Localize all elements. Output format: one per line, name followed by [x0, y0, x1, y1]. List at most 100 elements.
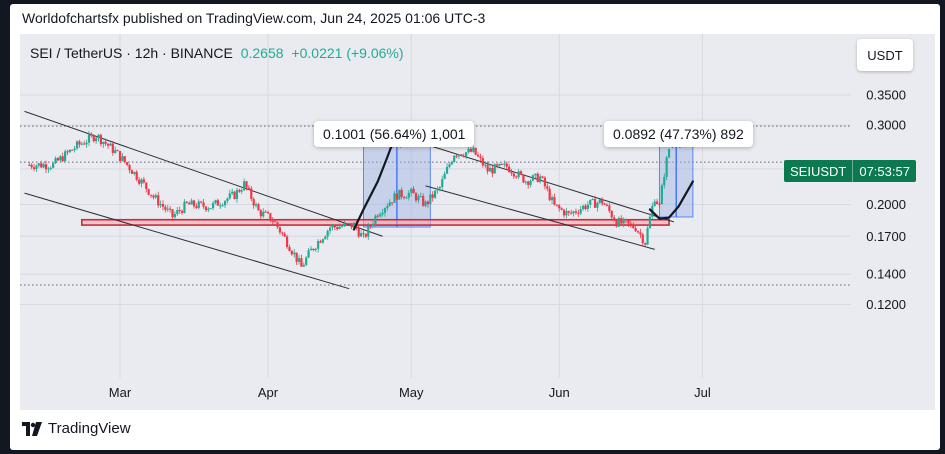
candle-body: [245, 181, 248, 188]
candle-body: [476, 154, 480, 157]
candle-body: [398, 189, 401, 200]
candle-body: [178, 210, 181, 212]
candle-body: [570, 212, 573, 214]
measure-callout-right: 0.0892 (47.73%) 892: [604, 121, 753, 147]
candle-body: [426, 201, 430, 205]
candle-body: [92, 135, 95, 142]
candle-body: [231, 191, 234, 194]
candle-body: [412, 188, 415, 194]
candle-body: [340, 226, 344, 228]
candle-body: [505, 163, 508, 167]
candle-body: [321, 239, 325, 243]
candle-body: [130, 170, 134, 174]
price-tag-divider: [852, 160, 854, 182]
candle-body: [161, 203, 165, 207]
chart-area[interactable]: 0.35000.30000.24000.20000.17000.14000.12…: [20, 34, 935, 410]
candle-body: [641, 234, 644, 244]
candle-body: [293, 252, 296, 255]
x-tick-label: Jun: [549, 385, 570, 400]
candle-body: [200, 201, 203, 203]
candle-body: [613, 217, 616, 221]
candle-body: [204, 206, 208, 211]
channel-line: [425, 143, 674, 223]
y-tick-label: 0.1200: [866, 297, 906, 312]
candle-body: [388, 202, 391, 207]
plot-background: [20, 34, 851, 378]
candle-body: [71, 149, 74, 151]
candle-body: [223, 200, 227, 206]
price-tag-ticker: SEIUSDT: [790, 163, 847, 179]
currency-button[interactable]: USDT: [857, 39, 913, 71]
footer-brand[interactable]: TradingView: [22, 420, 131, 437]
candle-body: [433, 190, 437, 198]
candle-body: [52, 163, 55, 168]
candle-body: [214, 200, 217, 203]
candle-body: [307, 250, 310, 258]
candle-body: [359, 233, 363, 237]
candle-body: [539, 176, 542, 182]
candle-body: [562, 209, 566, 216]
candle-body: [73, 148, 76, 150]
candle-body: [95, 138, 98, 142]
candle-body: [348, 223, 351, 225]
price-change: +0.0221 (+9.06%): [291, 45, 404, 61]
channel-line: [425, 185, 655, 250]
candle-body: [548, 188, 551, 201]
candle-body: [357, 228, 360, 237]
candle-body: [61, 156, 64, 162]
candle-body: [188, 202, 191, 205]
candle-body: [550, 197, 554, 201]
candle-body: [414, 193, 418, 201]
candle-body: [269, 213, 272, 221]
candle-body: [274, 221, 277, 223]
price-tag-countdown: 07:53:57: [859, 163, 910, 179]
x-tick-label: Mar: [109, 385, 132, 400]
candle-body: [159, 203, 162, 206]
candle-body: [228, 193, 231, 199]
candle-body: [271, 220, 274, 222]
y-tick-label: 0.3000: [866, 118, 906, 133]
candle-body: [484, 164, 487, 166]
candle-body: [469, 148, 473, 152]
symbol-info: SEI / TetherUS · 12h · BINANCE 0.2658 +0…: [30, 45, 404, 61]
candle-body: [429, 194, 432, 205]
candle-body: [47, 168, 50, 170]
candle-body: [617, 218, 621, 227]
candle-body: [450, 161, 453, 165]
candle-body: [362, 233, 365, 235]
candle-body: [78, 141, 81, 145]
candle-body: [453, 155, 456, 162]
candle-body: [312, 248, 315, 251]
candle-body: [555, 204, 558, 206]
candle-body: [281, 232, 284, 234]
candle-body: [250, 188, 253, 199]
candle-body: [603, 203, 606, 205]
candle-body: [276, 222, 279, 228]
price-chart[interactable]: 0.35000.30000.24000.20000.17000.14000.12…: [20, 34, 935, 410]
candle-body: [49, 167, 52, 169]
candle-body: [455, 155, 458, 157]
candle-body: [395, 193, 399, 200]
candle-body: [660, 185, 663, 205]
candle-body: [247, 187, 251, 189]
candle-body: [128, 164, 131, 171]
candle-body: [278, 227, 282, 233]
candle-body: [99, 134, 103, 145]
candle-body: [28, 164, 31, 166]
candle-body: [75, 141, 79, 149]
candle-body: [30, 164, 33, 168]
candle-body: [97, 134, 100, 139]
candle-body: [577, 212, 580, 214]
candle-body: [285, 236, 289, 248]
candle-body: [305, 257, 308, 265]
candle-body: [481, 158, 484, 166]
y-tick-label: 0.1400: [866, 267, 906, 282]
candle-body: [474, 147, 477, 155]
candle-body: [383, 208, 387, 213]
candle-body: [658, 203, 661, 205]
candle-body: [379, 214, 382, 217]
candle-body: [467, 148, 470, 153]
candle-body: [85, 142, 88, 145]
candle-body: [118, 151, 122, 161]
candle-body: [536, 173, 539, 182]
